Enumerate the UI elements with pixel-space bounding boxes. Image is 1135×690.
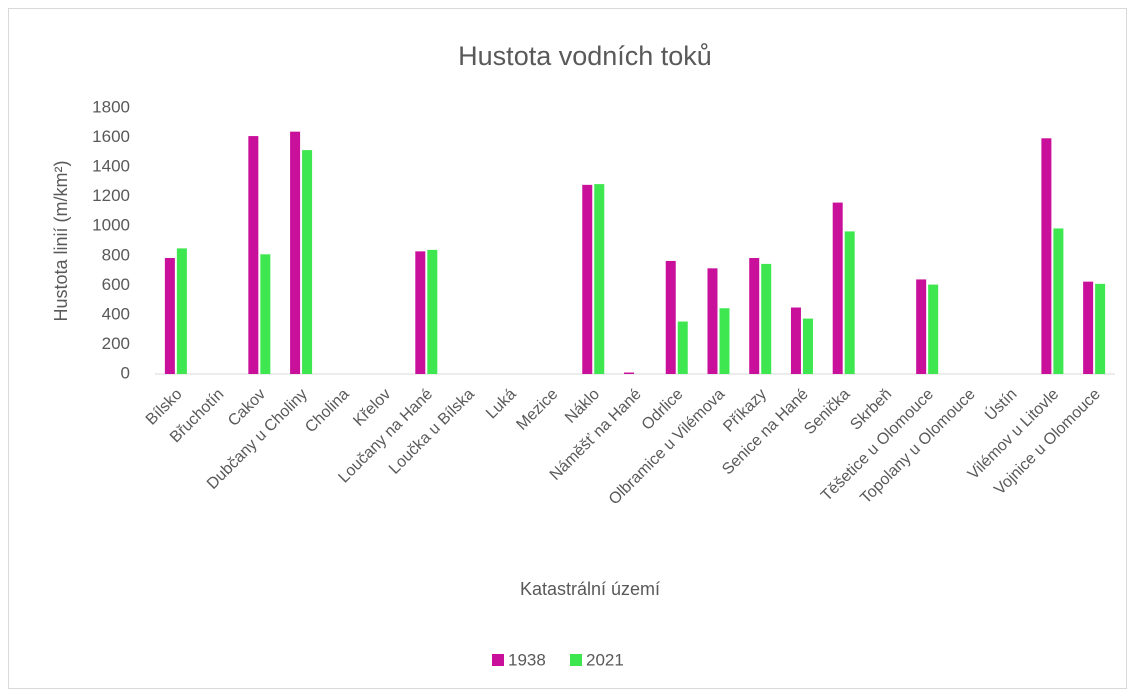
bar [749, 257, 760, 374]
y-tick-label: 400 [102, 304, 130, 323]
y-tick-label: 200 [102, 334, 130, 353]
bar [832, 202, 843, 374]
bar [844, 231, 855, 374]
bar [916, 279, 927, 374]
chart-frame [8, 8, 1127, 689]
y-axis-label: Hustota linií (m/km²) [51, 160, 71, 321]
bar [164, 257, 175, 374]
chart-title: Hustota vodních toků [458, 41, 712, 71]
bar [719, 308, 730, 374]
bar [1083, 281, 1094, 374]
bar [427, 249, 438, 374]
bar [624, 372, 634, 374]
legend-label: 1938 [508, 650, 546, 669]
bar [761, 263, 772, 374]
bar [1041, 138, 1052, 374]
bar [665, 260, 676, 374]
y-tick-label: 1800 [92, 97, 130, 116]
x-axis-label: Katastrální území [520, 579, 660, 599]
y-tick-label: 1200 [92, 186, 130, 205]
bar [1095, 283, 1106, 374]
bar [415, 251, 426, 374]
bar [707, 268, 718, 374]
y-tick-label: 800 [102, 245, 130, 264]
bar [302, 150, 313, 374]
y-tick-label: 0 [121, 363, 130, 382]
legend-swatch [492, 654, 504, 666]
y-tick-label: 1000 [92, 216, 130, 235]
bar [790, 307, 801, 374]
bar [594, 184, 605, 374]
bar [248, 136, 259, 374]
bar [802, 318, 813, 374]
y-tick-label: 1400 [92, 157, 130, 176]
bar [260, 254, 271, 374]
bar [582, 184, 593, 374]
y-tick-label: 1600 [92, 127, 130, 146]
bar [176, 248, 187, 374]
y-tick-label: 600 [102, 275, 130, 294]
bar [290, 131, 301, 374]
bar [677, 321, 688, 374]
bar [928, 284, 939, 374]
legend-swatch [570, 654, 582, 666]
bar [1053, 228, 1064, 374]
legend-label: 2021 [586, 650, 624, 669]
legend: 1938 2021 [492, 650, 624, 669]
